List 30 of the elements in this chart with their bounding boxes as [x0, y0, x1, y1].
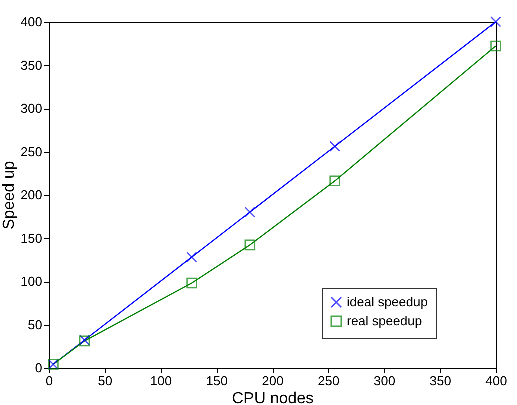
- x-tick-label: 0: [46, 374, 54, 388]
- point: [186, 252, 198, 263]
- x-tick-label: 300: [374, 374, 396, 388]
- x-tick-label: 150: [206, 374, 228, 388]
- y-tick-label: 50: [28, 317, 42, 332]
- point: [244, 240, 256, 251]
- x-tick-label: 350: [430, 374, 452, 388]
- point: [186, 278, 198, 289]
- y-tick-label: 0: [35, 360, 42, 376]
- x-tick-label: 50: [98, 374, 113, 388]
- x-axis-title: CPU nodes: [232, 390, 314, 405]
- y-tick-label: 200: [20, 188, 42, 202]
- x-tick-label: 250: [318, 374, 340, 388]
- y-tick-label: 250: [20, 144, 42, 160]
- legend-label: real speedup: [347, 314, 422, 328]
- y-tick-label: 400: [20, 14, 42, 30]
- point: [490, 40, 502, 52]
- y-tick-label: 300: [20, 101, 42, 116]
- point: [330, 176, 340, 187]
- y-axis-title: Speed up: [0, 161, 18, 230]
- x-tick-label: 200: [262, 374, 284, 388]
- x-tick-label: 100: [150, 374, 172, 388]
- legend-label: ideal speedup: [347, 294, 428, 310]
- y-tick-label: 150: [20, 230, 42, 246]
- point: [330, 141, 340, 152]
- y-tick-label: 350: [20, 58, 42, 73]
- point: [490, 16, 502, 28]
- x-tick-label: 400: [486, 374, 508, 388]
- y-tick-label: 100: [20, 274, 42, 289]
- point: [244, 206, 256, 218]
